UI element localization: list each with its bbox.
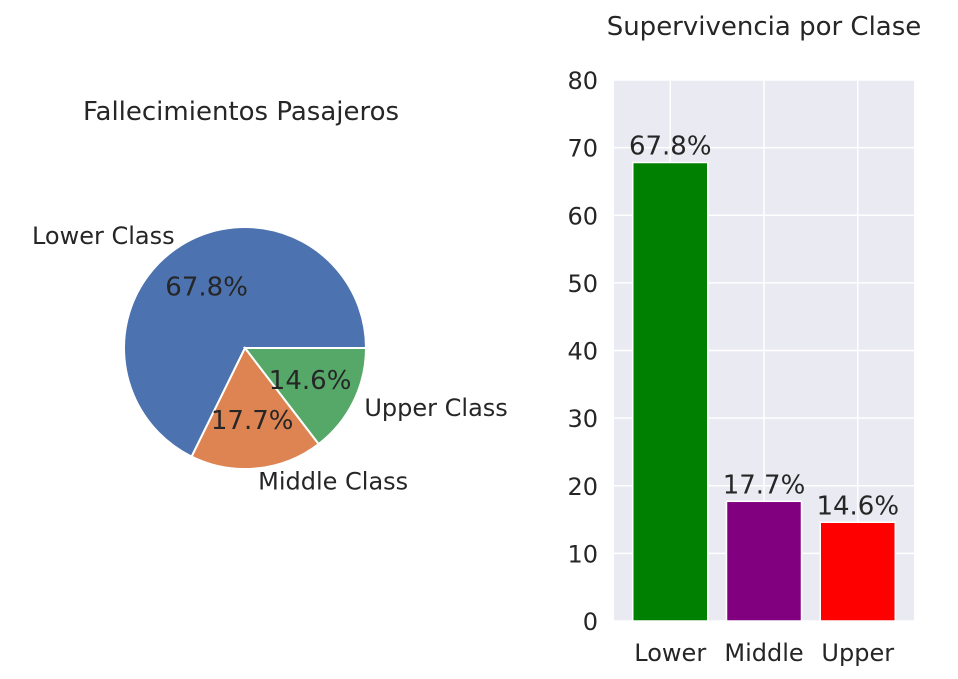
- y-tick-label: 0: [583, 608, 598, 636]
- pie-label: Upper Class: [364, 394, 507, 422]
- bar-value-label: 67.8%: [629, 132, 712, 162]
- x-tick-label: Lower: [634, 639, 706, 667]
- pie-slices: [123, 226, 368, 470]
- y-tick-label: 10: [567, 540, 598, 568]
- pie-labels: Lower Class 67.8% Middle Class 17.7% Upper C…: [32, 222, 508, 495]
- bar-middle: [725, 500, 803, 622]
- bar-value-label: 14.6%: [816, 491, 899, 521]
- pie-title: Fallecimientos Pasajeros: [83, 97, 399, 127]
- pie-slice-upper-class: [242, 347, 368, 446]
- y-tick-label: 30: [567, 405, 598, 433]
- pie-label: Lower Class: [32, 222, 175, 250]
- x-tick-label: Upper: [821, 639, 894, 667]
- bar-value-label: 17.7%: [723, 470, 806, 500]
- pie-percent-label: 14.6%: [269, 366, 352, 396]
- pie-percent-label: 67.8%: [165, 272, 248, 302]
- bar-upper: [819, 521, 896, 622]
- bar-lower: [632, 161, 709, 622]
- y-axis-ticks: 0 10 20 30 40 50 60 70 80: [567, 67, 598, 636]
- y-tick-label: 20: [567, 473, 598, 501]
- pie-slice-lower-class: [123, 226, 368, 458]
- pie-chart: Fallecimientos Pasajeros Lower Class 67.8…: [32, 97, 508, 495]
- y-tick-label: 70: [567, 135, 598, 163]
- bar-chart: Supervivencia por Clase 67.8%17.7%14.6% …: [567, 12, 921, 667]
- x-tick-label: Middle: [724, 639, 803, 667]
- pie-percent-label: 17.7%: [211, 406, 294, 436]
- y-tick-label: 50: [567, 270, 598, 298]
- y-tick-label: 40: [567, 338, 598, 366]
- bars: 67.8% 17.7% 14.6%: [629, 132, 899, 622]
- bar-title: Supervivencia por Clase: [607, 12, 922, 42]
- y-tick-label: 80: [567, 67, 598, 95]
- x-axis-ticks: Lower Middle Upper: [634, 639, 894, 667]
- pie-slice-middle-class: [190, 346, 321, 470]
- pie-label: Middle Class: [258, 467, 408, 495]
- y-tick-label: 60: [567, 202, 598, 230]
